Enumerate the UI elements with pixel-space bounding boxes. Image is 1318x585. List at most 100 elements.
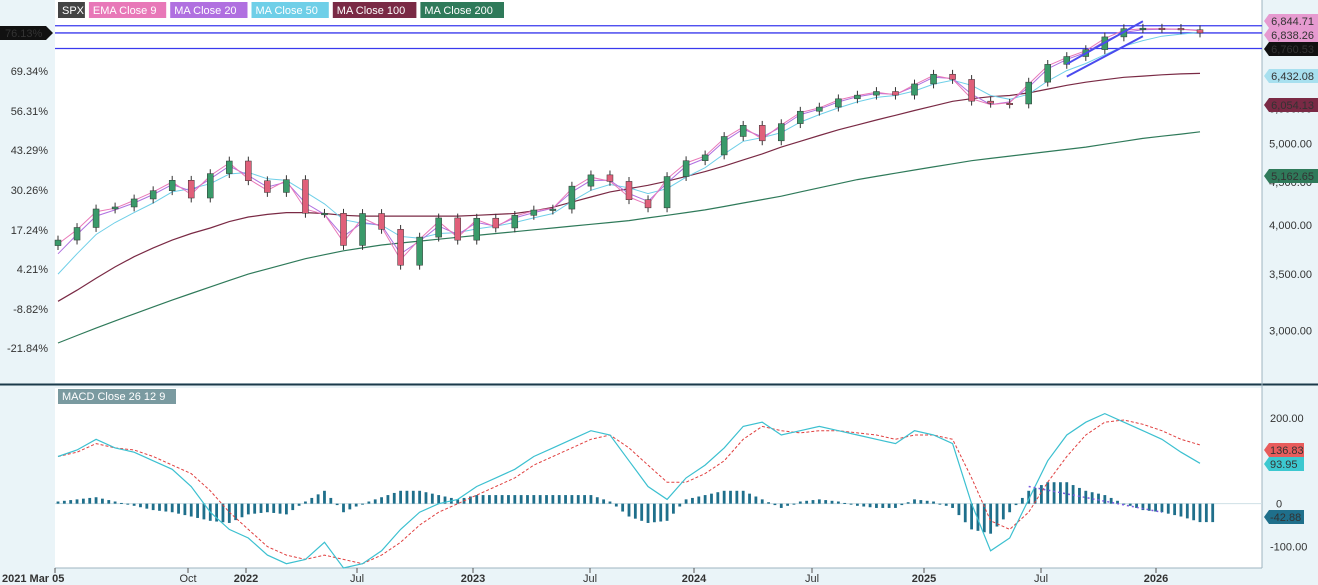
macd-histogram-bar [145, 503, 149, 509]
macd-histogram-bar [443, 496, 447, 504]
macd-histogram-bar [69, 500, 73, 504]
macd-histogram-bar [56, 501, 60, 504]
legend-item [58, 2, 85, 18]
candle-down [302, 179, 309, 214]
left-axis-tick-label: 69.34% [11, 66, 49, 78]
candle-up [473, 217, 480, 241]
x-axis-tick-label: 2025 [912, 573, 936, 585]
candle-up [682, 160, 690, 177]
candle-up [549, 208, 557, 211]
series-line-ma-close-200 [57, 131, 1201, 344]
price-tag [1264, 98, 1318, 112]
macd-histogram-bar [1084, 490, 1088, 504]
macd-histogram-bar [754, 496, 758, 504]
macd-histogram-bar [894, 503, 897, 508]
macd-histogram-bar [196, 503, 199, 518]
macd-histogram-bar [672, 503, 675, 514]
macd-histogram-bar [792, 503, 796, 505]
macd-histogram-bar [532, 495, 536, 504]
macd-tag-label: -42.88 [1270, 512, 1301, 524]
left-axis-tick-label: 4.21% [17, 264, 48, 276]
macd-histogram-bar [1065, 482, 1069, 504]
macd-histogram-bar [323, 490, 326, 504]
macd-histogram-bar [627, 503, 631, 517]
legend-item-label: SPX [62, 5, 85, 17]
macd-histogram-bar [1160, 503, 1164, 513]
macd-histogram-bar [170, 503, 174, 513]
left-axis-tick-label: 43.29% [11, 145, 49, 157]
macd-histogram-bar [1135, 503, 1138, 508]
macd-histogram-bar [304, 501, 307, 504]
candle-up [168, 180, 176, 191]
macd-histogram-bar [291, 503, 295, 511]
candle-up [701, 154, 709, 161]
macd-histogram-bar [678, 503, 682, 507]
macd-histogram-bar [297, 503, 301, 506]
macd-histogram-bar [963, 503, 967, 523]
candle-up [73, 227, 81, 241]
macd-histogram-bar [881, 503, 885, 508]
candle-down [758, 125, 766, 142]
candle-down [264, 180, 271, 193]
macd-histogram-bar [94, 497, 98, 504]
macd-histogram-bar [595, 497, 599, 504]
left-axis-tick-label: -8.82% [13, 304, 48, 316]
macd-histogram-bar [234, 503, 238, 521]
candle-up [130, 198, 138, 208]
macd-histogram-bar [215, 503, 219, 522]
macd-histogram-bar [767, 502, 770, 504]
macd-histogram-bar [982, 503, 986, 533]
macd-histogram-bar [380, 497, 383, 504]
macd-histogram-bar [646, 503, 650, 523]
macd-histogram-bar [976, 503, 980, 531]
macd-histogram-bar [1204, 503, 1208, 523]
macd-histogram-bar [526, 495, 529, 504]
x-axis-tick-label: Jul [350, 573, 364, 585]
macd-histogram-bar [830, 500, 834, 504]
candle-down [454, 217, 461, 241]
macd-histogram-bar [576, 495, 580, 504]
macd-histogram-bar [633, 503, 637, 519]
price-tag-label: 5,162.65 [1271, 171, 1314, 183]
macd-histogram-bar [456, 499, 460, 504]
left-axis-tick-label: 30.26% [11, 185, 49, 197]
macd-histogram-bar [158, 503, 161, 511]
candle-up [1044, 64, 1051, 83]
legend-item-label: MA Close 200 [424, 5, 492, 17]
macd-histogram-bar [399, 490, 402, 504]
macd-histogram-bar [488, 495, 491, 504]
macd-histogram-bar [278, 503, 282, 514]
macd-histogram-bar [265, 503, 269, 513]
x-axis-tick-label: Jul [1034, 573, 1048, 585]
candle-up [1063, 56, 1071, 65]
candle-down [1158, 27, 1166, 30]
macd-histogram-bar [659, 503, 663, 522]
macd-histogram-bar [1147, 503, 1151, 511]
x-axis-tick-label: Jul [583, 573, 597, 585]
macd-tag [1264, 510, 1304, 524]
macd-histogram-bar [392, 492, 396, 504]
macd-histogram-bar [564, 495, 567, 504]
candle-down [968, 79, 975, 102]
price-tag-label: 6,432.08 [1271, 71, 1314, 83]
macd-histogram-bar [824, 500, 828, 504]
macd-histogram-bar [862, 503, 866, 507]
macd-histogram-bar [729, 490, 732, 504]
candle-up [149, 190, 157, 200]
x-axis-tick-label: Jul [805, 573, 819, 585]
left-axis-tick-label: -21.84% [7, 343, 48, 355]
macd-histogram-bar [913, 499, 916, 504]
macd-histogram-bar [1103, 495, 1107, 504]
macd-histogram-bar [62, 500, 66, 504]
macd-histogram-bar [652, 503, 656, 523]
macd-histogram-bar [748, 493, 751, 504]
macd-histogram-bar [81, 498, 85, 504]
macd-histogram-bar [367, 501, 371, 504]
left-axis-tick-label: 17.24% [11, 225, 49, 237]
macd-histogram-bar [101, 498, 104, 504]
macd-histogram-bar [938, 503, 942, 505]
macd-histogram-bar [1052, 482, 1056, 504]
macd-histogram-bar [1059, 482, 1062, 504]
